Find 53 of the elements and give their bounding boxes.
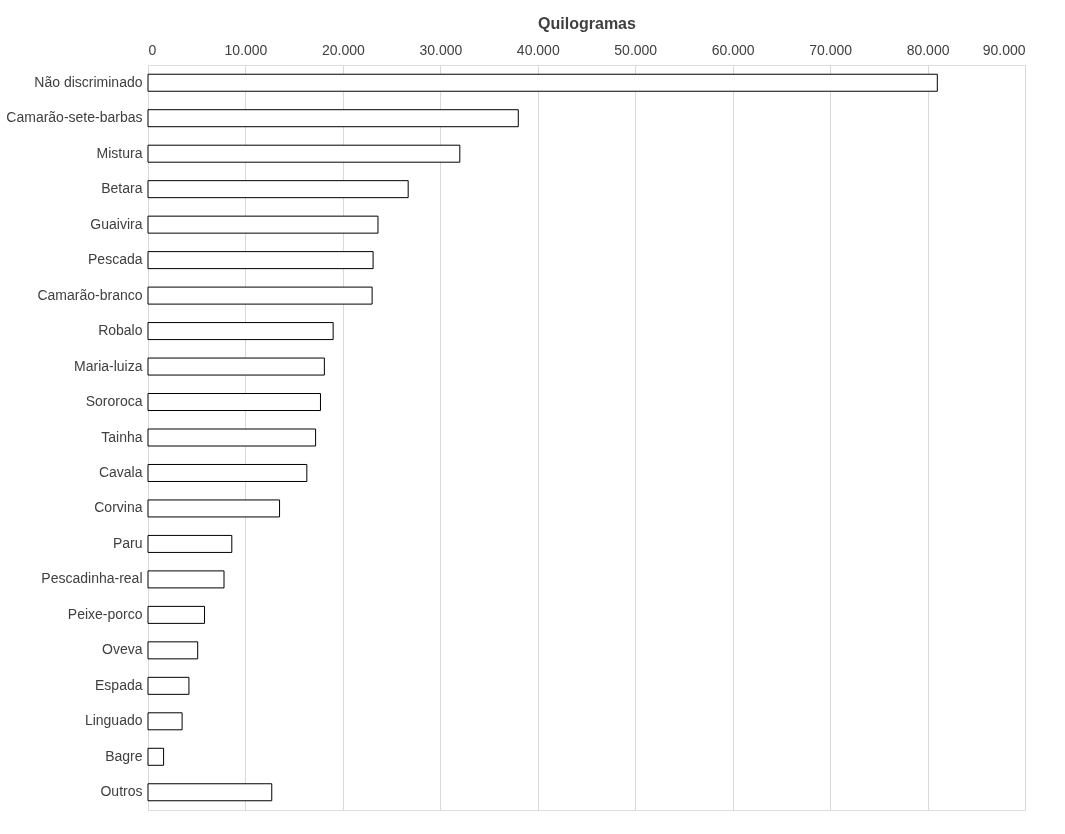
- bar: [147, 428, 317, 447]
- bar: [147, 676, 190, 695]
- y-tick-label: Espada: [95, 676, 143, 693]
- bar: [147, 570, 225, 589]
- y-tick-label: Sororoca: [85, 393, 143, 410]
- x-tick-label: 60.000: [711, 41, 755, 58]
- y-tick-label: Camarão-branco: [37, 286, 143, 303]
- bar: [147, 712, 183, 731]
- bar: [147, 499, 281, 518]
- bar: [147, 534, 233, 553]
- x-axis-title: Quilogramas: [538, 14, 636, 32]
- y-tick-label: Bagre: [105, 747, 143, 764]
- x-tick-label: 0: [148, 41, 157, 58]
- bar: [147, 605, 206, 624]
- y-tick-label: Não discriminado: [34, 73, 143, 90]
- y-tick-label: Camarão-sete-barbas: [6, 109, 143, 126]
- y-tick-label: Corvina: [94, 499, 143, 516]
- bar: [147, 73, 938, 92]
- bar: [147, 393, 321, 412]
- bar: [147, 144, 461, 163]
- x-tick-label: 80.000: [906, 41, 950, 58]
- x-tick-label: 30.000: [419, 41, 463, 58]
- bar: [147, 322, 334, 341]
- y-tick-label: Guaivira: [90, 215, 143, 232]
- x-tick-label: 70.000: [809, 41, 853, 58]
- bar: [147, 747, 165, 766]
- y-tick-label: Pescadinha-real: [41, 570, 143, 587]
- x-tick-label: 20.000: [321, 41, 366, 58]
- bar: [147, 251, 374, 270]
- y-tick-label: Pescada: [88, 251, 143, 268]
- y-tick-label: Paru: [112, 534, 143, 551]
- bar: [147, 109, 519, 128]
- bar: [147, 641, 199, 660]
- x-tick-label: 90.000: [982, 41, 1026, 58]
- bar: [147, 357, 325, 376]
- y-tick-label: Oveva: [102, 641, 143, 658]
- bar: [147, 783, 273, 802]
- bar: [147, 180, 409, 199]
- y-tick-label: Mistura: [96, 144, 143, 161]
- y-tick-label: Maria-luiza: [74, 357, 143, 374]
- y-tick-label: Outros: [100, 783, 143, 800]
- y-tick-label: Cavala: [98, 463, 143, 480]
- bar: [147, 215, 379, 234]
- x-tick-label: 10.000: [224, 41, 268, 58]
- y-tick-label: Peixe-porco: [67, 605, 143, 622]
- bar: [147, 286, 373, 305]
- y-tick-label: Tainha: [101, 428, 143, 445]
- y-tick-label: Robalo: [98, 322, 143, 339]
- x-tick-label: 40.000: [516, 41, 560, 58]
- x-tick-label: 50.000: [614, 41, 658, 58]
- bar: [147, 463, 308, 482]
- y-tick-label: Betara: [101, 180, 143, 197]
- y-tick-label: Linguado: [84, 712, 143, 729]
